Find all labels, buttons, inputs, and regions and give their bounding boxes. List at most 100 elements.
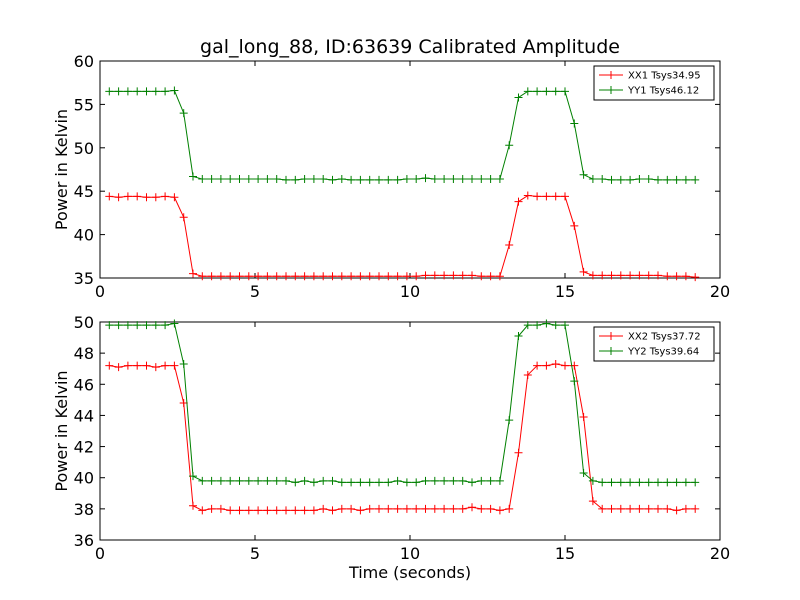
top-series-2-point xyxy=(691,175,700,184)
bottom-series-2-point xyxy=(151,321,160,330)
top-ytick-label: 35 xyxy=(74,269,94,288)
bottom-series-1-point xyxy=(244,506,253,515)
top-series-1-point xyxy=(244,272,253,281)
top-legend-marker xyxy=(607,71,615,79)
bottom-series-1-point xyxy=(384,504,393,513)
bottom-xtick-label: 5 xyxy=(250,544,260,563)
bottom-series-2-point xyxy=(468,478,476,487)
top-series-2-point xyxy=(291,175,300,184)
top-series-2-point xyxy=(375,175,383,184)
top-series-2-point xyxy=(672,175,681,184)
top-series-1-point xyxy=(402,272,411,281)
bottom-series-1-point xyxy=(375,504,383,513)
bottom-series-1-point xyxy=(514,448,523,457)
bottom-legend-marker xyxy=(607,347,615,355)
bottom-series-2-point xyxy=(561,321,569,330)
top-series-2-point xyxy=(486,175,495,184)
top-series-1-point xyxy=(319,272,328,281)
top-series-1-point xyxy=(523,191,532,200)
top-series-2-point xyxy=(328,175,337,184)
top-ytick-label: 55 xyxy=(74,95,94,114)
top-series-2-point xyxy=(514,93,523,102)
top-series-2-point xyxy=(598,175,607,184)
top-series-1-point xyxy=(300,272,309,281)
top-legend: XX1 Tsys34.95 YY1 Tsys46.12 xyxy=(593,65,715,101)
top-ytick-label: 50 xyxy=(74,139,94,158)
bottom-legend-item-2: YY2 Tsys39.64 xyxy=(599,347,699,358)
top-series-2-point xyxy=(542,87,551,96)
top-series-1-point xyxy=(263,272,272,281)
bottom-series-1-point xyxy=(551,360,560,369)
top-series-1-point xyxy=(272,272,281,281)
top-ytick-label: 60 xyxy=(74,52,94,71)
bottom-series-2-point xyxy=(244,476,253,485)
bottom-series-1-point xyxy=(430,504,439,513)
top-series-1-point xyxy=(570,221,579,230)
bottom-legend-label: XX2 Tsys37.72 xyxy=(628,332,701,343)
bottom-legend-label: YY2 Tsys39.64 xyxy=(627,347,699,358)
top-series-1-point xyxy=(393,272,402,281)
top-series-1-point xyxy=(142,193,151,202)
bottom-series-2-point xyxy=(291,478,300,487)
bottom-series-1-point xyxy=(263,506,272,515)
top-series-1-point xyxy=(542,192,551,201)
bottom-series-1-point xyxy=(635,504,644,513)
bottom-series-1-point xyxy=(468,503,476,512)
top-series-2-point xyxy=(635,175,644,184)
top-series-1-point xyxy=(654,271,662,280)
top-series-2-point xyxy=(337,175,346,184)
top-series-2-point xyxy=(319,175,328,184)
bottom-series-1-point xyxy=(151,363,160,372)
bottom-series-2-point xyxy=(170,319,179,328)
bottom-series-1-point xyxy=(328,506,337,515)
top-series-1 xyxy=(105,191,700,282)
bottom-series-1-point xyxy=(337,504,346,513)
bottom-series-1-point xyxy=(216,504,225,513)
bottom-series-2-point xyxy=(654,478,662,487)
bottom-ytick-label: 44 xyxy=(74,406,94,425)
top-series-2-point xyxy=(133,87,142,96)
top-series-2-point xyxy=(384,175,393,184)
bottom-series-2-point xyxy=(412,478,421,487)
top-xtick-label: 15 xyxy=(555,282,575,301)
bottom-legend: XX2 Tsys37.72 YY2 Tsys39.64 xyxy=(593,326,715,362)
top-series-1-point xyxy=(421,271,430,280)
bottom-series-1-point xyxy=(309,506,318,515)
top-series-2-point xyxy=(170,86,179,95)
top-series-2-point xyxy=(681,175,690,184)
bottom-xtick-label: 15 xyxy=(555,544,575,563)
bottom-panel: 0 5 10 15 20 36 38 40 42 44 46 48 50 Power in Kelvin T… xyxy=(52,313,730,582)
top-series-2-point xyxy=(449,175,458,184)
top-xtick-label: 5 xyxy=(250,282,260,301)
top-series-1-point xyxy=(170,193,179,202)
bottom-series-2-point xyxy=(337,478,346,487)
top-series-2-point xyxy=(198,175,207,184)
top-series-1-point xyxy=(514,197,523,206)
top-series-1-point xyxy=(356,272,365,281)
top-xtick-label: 20 xyxy=(710,282,730,301)
top-series-2-point xyxy=(309,175,318,184)
bottom-series-1-point xyxy=(161,361,170,370)
top-series-2-point xyxy=(254,175,263,184)
bottom-series-2-point xyxy=(133,321,142,330)
bottom-series-2-point xyxy=(663,478,672,487)
top-series-1-point xyxy=(533,192,542,201)
bottom-series-1-point xyxy=(681,504,690,513)
bottom-series-2-point xyxy=(235,476,244,485)
top-series-1-point xyxy=(123,192,132,201)
top-series-2-point xyxy=(458,175,467,184)
bottom-series-1-point xyxy=(421,504,430,513)
top-legend-item-1: XX1 Tsys34.95 xyxy=(599,71,701,82)
top-series-1-point xyxy=(644,271,653,280)
top-series-1-point xyxy=(347,272,356,281)
bottom-series-1-point xyxy=(189,501,197,510)
top-series-1-point xyxy=(365,272,374,281)
bottom-series-2-point xyxy=(375,478,383,487)
top-series-2-point xyxy=(505,141,514,150)
top-ytick-label: 45 xyxy=(74,182,94,201)
top-series-2-point xyxy=(430,175,439,184)
top-series-1-point xyxy=(291,272,300,281)
top-series-2-point xyxy=(421,174,430,183)
bottom-series-2-point xyxy=(570,377,579,386)
bottom-series-2-point xyxy=(514,332,523,341)
